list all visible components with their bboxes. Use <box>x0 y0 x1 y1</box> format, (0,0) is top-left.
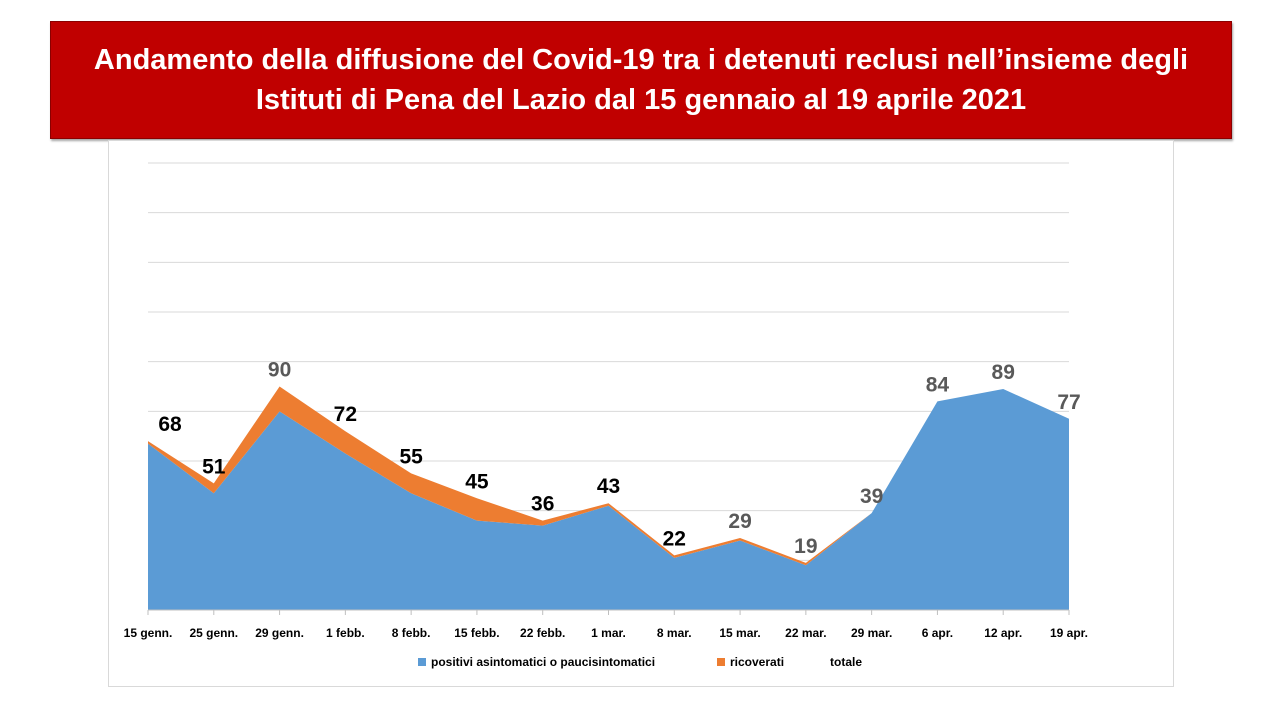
data-label: 29 <box>728 510 751 533</box>
x-tick-label: 6 apr. <box>922 626 953 640</box>
legend-swatch-0 <box>418 658 426 666</box>
data-label: 77 <box>1057 391 1080 414</box>
x-tick-label: 1 mar. <box>591 626 626 640</box>
x-axis: 15 genn. 25 genn. 29 genn. 1 febb. 8 febb. 15… <box>124 609 1088 640</box>
data-label: 72 <box>334 403 357 426</box>
x-tick-label: 12 apr. <box>984 626 1022 640</box>
data-label: 84 <box>926 373 950 396</box>
data-label: 39 <box>860 485 883 508</box>
data-label: 36 <box>531 493 554 516</box>
x-tick-label: 15 genn. <box>124 626 173 640</box>
x-tick-label: 29 genn. <box>255 626 304 640</box>
title-banner: Andamento della diffusione del Covid-19 … <box>50 21 1232 139</box>
x-tick-label: 8 mar. <box>657 626 692 640</box>
x-tick-label: 22 febb. <box>520 626 565 640</box>
data-labels: 68 51 90 72 55 45 36 43 22 29 19 39 84 89 77 <box>158 359 1080 558</box>
x-tick-label: 1 febb. <box>326 626 365 640</box>
legend-label-2: totale <box>830 655 862 669</box>
series-area-0 <box>148 388 1069 610</box>
x-tick-label: 22 mar. <box>785 626 826 640</box>
data-label: 68 <box>158 413 182 436</box>
chart-title: Andamento della diffusione del Covid-19 … <box>93 44 1189 116</box>
x-tick-label: 15 mar. <box>719 626 760 640</box>
series-areas <box>148 386 1069 610</box>
x-tick-label: 8 febb. <box>392 626 431 640</box>
x-tick-label: 25 genn. <box>189 626 238 640</box>
legend: positivi asintomatici o paucisintomatici… <box>418 655 862 669</box>
x-tick-label: 15 febb. <box>454 626 499 640</box>
legend-label-0: positivi asintomatici o paucisintomatici <box>431 655 655 669</box>
data-label: 89 <box>992 361 1015 384</box>
legend-label-1: ricoverati <box>730 655 784 669</box>
data-label: 22 <box>663 527 686 550</box>
x-tick-label: 29 mar. <box>851 626 892 640</box>
legend-swatch-1 <box>717 658 725 666</box>
data-label: 19 <box>794 535 817 558</box>
data-label: 51 <box>202 455 226 478</box>
x-tick-label: 19 apr. <box>1050 626 1088 640</box>
data-label: 45 <box>465 470 489 493</box>
data-label: 90 <box>268 359 291 382</box>
data-label: 43 <box>597 475 620 498</box>
data-label: 55 <box>399 445 423 468</box>
